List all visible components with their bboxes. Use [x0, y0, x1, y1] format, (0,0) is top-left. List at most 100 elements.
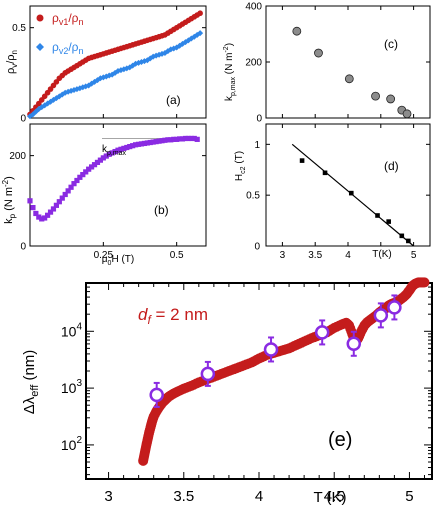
kp-point — [59, 195, 65, 201]
kp-point — [124, 144, 130, 151]
lambda-measured-point — [200, 366, 216, 382]
ytick-label: 0 — [20, 242, 26, 253]
kp-point — [112, 148, 118, 155]
panel-a-ytick-labels: 00.5 — [12, 23, 26, 124]
kp-point — [53, 202, 59, 208]
panel-b-ticks — [30, 124, 206, 247]
kp-point — [50, 206, 57, 212]
legend-v2-marker — [36, 43, 44, 51]
kp-point — [45, 212, 51, 218]
panel-d-frame — [265, 123, 431, 247]
panel-c-ytick-labels: 0 200 400 — [245, 2, 262, 125]
panel-b-ytick-labels: 0 200 — [9, 151, 26, 252]
panel-c-frame — [265, 5, 431, 119]
panel-d-xtick-labels: 3 3.5 4 5 — [280, 250, 417, 261]
panel-c-points — [292, 26, 412, 119]
kp-point — [156, 138, 162, 144]
ytick-label: 0 — [254, 242, 260, 253]
kpmax-point — [402, 109, 412, 119]
lambda-measured-point — [149, 387, 164, 403]
panel-e-annotation: df = 2 nm — [138, 305, 208, 327]
kp-point — [138, 141, 145, 147]
hc2-point — [375, 213, 380, 218]
panel-b-annotation: (b) — [154, 203, 169, 217]
panel-a-annotation: (a) — [166, 93, 181, 107]
kp-point — [47, 209, 54, 215]
kp-point — [159, 138, 165, 144]
ytick-label: 200 — [9, 151, 26, 162]
xtick-label: 0.5 — [170, 250, 184, 261]
hc2-point — [399, 233, 405, 239]
kp-point — [33, 210, 39, 217]
hc2-point — [299, 158, 305, 163]
kp-point — [77, 174, 83, 180]
xtick-label: 3.5 — [308, 250, 322, 261]
kpmax-point — [371, 91, 380, 101]
kp-point — [185, 135, 191, 142]
panel-b-xlabel: μ0H (T) — [102, 254, 134, 267]
kp-point — [127, 143, 133, 150]
kp-point — [135, 141, 142, 147]
kp-point — [83, 169, 89, 175]
kp-point — [133, 142, 139, 148]
lambda-measured-point — [263, 342, 279, 357]
kp-point — [65, 188, 71, 194]
panel-d-ticks — [266, 124, 430, 247]
kp-point — [42, 215, 48, 221]
kp-point — [91, 162, 98, 168]
panel-c: 0 200 400 kp,max (N m-2) (c) — [223, 2, 431, 125]
kp-point — [36, 214, 42, 220]
xtick-label: 3.5 — [173, 488, 194, 505]
panel-a-points — [27, 10, 204, 120]
lambda-measured-point — [373, 308, 389, 323]
lambda-measured-point — [346, 336, 362, 352]
kp-point — [62, 191, 68, 198]
hc2-point — [406, 238, 411, 244]
kp-point — [106, 151, 112, 157]
panel-b: 0 200 0.25 0.5 kp (N m-2) kp,max (b) μ0H (… — [1, 123, 207, 267]
kp-point — [80, 172, 86, 178]
kp-point — [165, 137, 171, 143]
kp-point — [118, 146, 124, 152]
kp-point — [177, 136, 183, 142]
kpmax-point — [292, 26, 302, 36]
xtick-label: 4.5 — [324, 488, 345, 505]
kp-point — [171, 136, 177, 142]
kp-point — [147, 139, 153, 146]
panel-e-xtick-labels: 3 3.5 4 4.5 5 — [104, 488, 413, 505]
panel-b-ylabel: kp (N m-2) — [1, 176, 17, 224]
kp-point — [74, 177, 80, 184]
ytick-label: 103 — [61, 378, 83, 396]
panel-d-points — [299, 158, 411, 244]
panel-e-ylabel: Δλeff (nm) — [21, 350, 41, 415]
kp-point — [100, 155, 106, 161]
panel-d-xlabel: T(K) — [372, 249, 391, 260]
kp-point — [86, 166, 92, 172]
kp-point — [94, 159, 101, 166]
kpmax-point — [386, 94, 396, 104]
rho-v2-point — [197, 30, 204, 37]
rho-v1-point — [197, 10, 203, 17]
kp-point — [68, 184, 74, 190]
panel-e-points — [138, 277, 430, 466]
panel-b-xtick-labels: 0.25 0.5 — [94, 250, 184, 261]
ytick-label: 0.5 — [246, 191, 260, 202]
xtick-label: 4 — [255, 488, 263, 505]
ytick-label: 1 — [254, 140, 260, 151]
panel-a-ylabel: ρv/ρn — [5, 50, 19, 74]
kp-point — [141, 140, 147, 147]
kpmax-point — [314, 48, 323, 58]
xtick-label: 3 — [104, 488, 112, 505]
panel-a-frame — [29, 5, 207, 119]
kp-point — [162, 137, 168, 143]
ytick-label: 104 — [61, 321, 83, 339]
kp-point — [144, 140, 150, 146]
kpmax-label: kp,max — [102, 144, 127, 157]
panel-e-label: (e) — [328, 429, 352, 451]
kp-point — [89, 164, 95, 170]
kpmax-point — [344, 74, 354, 84]
panel-d: 00.51 3 3.5 4 5 Hc2 (T) (d) T(K) — [234, 123, 431, 261]
kp-point — [150, 139, 156, 145]
xtick-label: 3 — [280, 250, 286, 261]
